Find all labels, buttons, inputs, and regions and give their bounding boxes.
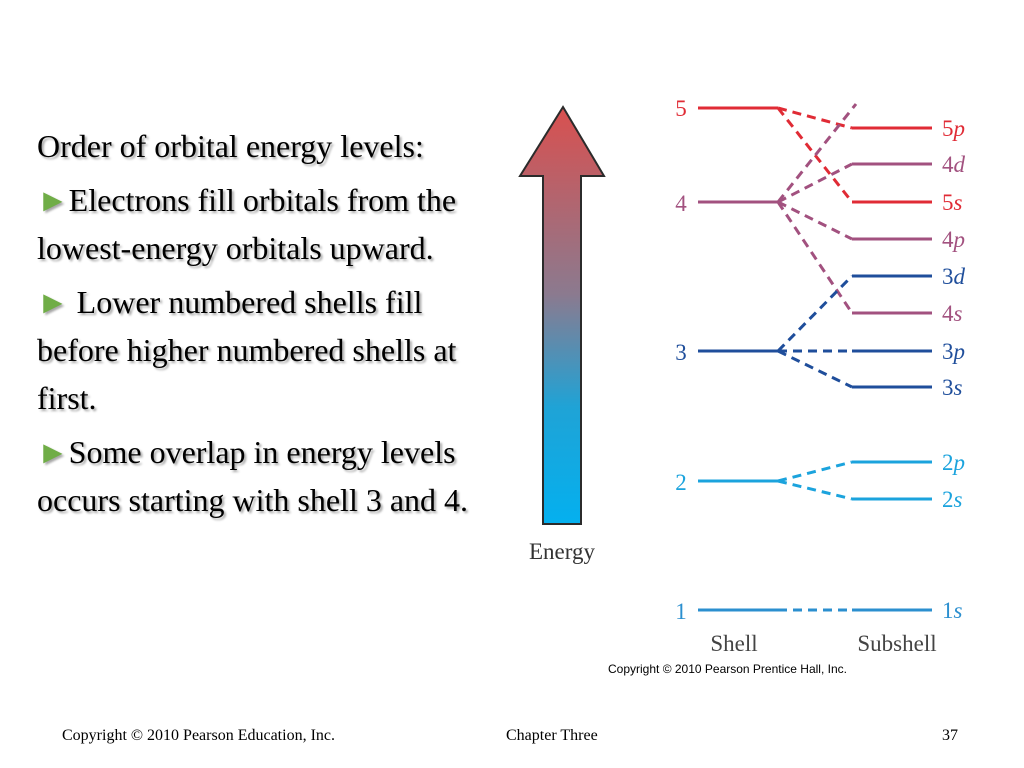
subshell-label-5s: 5s <box>942 190 963 215</box>
footer-copyright: Copyright © 2010 Pearson Education, Inc. <box>62 727 335 744</box>
bullet-item: ► Lower numbered shells fill before high… <box>37 278 487 422</box>
bullet-item: ►Electrons fill orbitals from the lowest… <box>37 176 487 272</box>
bullet-intro: Order of orbital energy levels: <box>37 128 424 164</box>
bullet-text: Some overlap in energy levels occurs sta… <box>37 434 469 518</box>
page-number: 37 <box>942 727 958 744</box>
shell-column-header: Shell <box>710 631 757 656</box>
diagram-credit: Copyright © 2010 Pearson Prentice Hall, … <box>608 662 847 676</box>
energy-label: Energy <box>529 539 596 564</box>
shell-label-1: 1 <box>675 599 687 624</box>
subshell-label-2p: 2p <box>942 450 965 475</box>
bullet-list: Order of orbital energy levels: ►Electro… <box>37 122 487 530</box>
subshell-label-4d: 4d <box>942 152 966 177</box>
bullet-arrow-icon: ► <box>37 284 69 320</box>
shell-4-group <box>698 103 932 315</box>
shell-3-group <box>698 274 932 389</box>
shell-label-4: 4 <box>675 191 687 216</box>
subshell-label-5p: 5p <box>942 116 965 141</box>
shell-2-group <box>698 460 932 501</box>
orbital-energy-diagram: Energy <box>518 96 966 656</box>
subshell-label-1s: 1s <box>942 598 963 623</box>
bullet-text: Lower numbered shells fill before higher… <box>37 284 457 416</box>
subshell-label-3d: 3d <box>942 264 966 289</box>
subshell-label-3s: 3s <box>942 375 963 400</box>
subshell-label-4s: 4s <box>942 301 963 326</box>
shell-label-2: 2 <box>675 470 687 495</box>
footer-chapter: Chapter Three <box>506 727 598 744</box>
bullet-arrow-icon: ► <box>37 182 69 218</box>
energy-arrow-icon <box>518 105 606 525</box>
shell-label-3: 3 <box>675 340 687 365</box>
subshell-label-3p: 3p <box>942 339 965 364</box>
subshell-label-2s: 2s <box>942 487 963 512</box>
shell-5-group <box>698 106 932 204</box>
bullet-text: Electrons fill orbitals from the lowest-… <box>37 182 457 266</box>
subshell-label-4p: 4p <box>942 227 965 252</box>
bullet-item: ►Some overlap in energy levels occurs st… <box>37 428 487 524</box>
bullet-arrow-icon: ► <box>37 434 69 470</box>
shell-label-5: 5 <box>675 96 687 121</box>
subshell-column-header: Subshell <box>857 631 936 656</box>
